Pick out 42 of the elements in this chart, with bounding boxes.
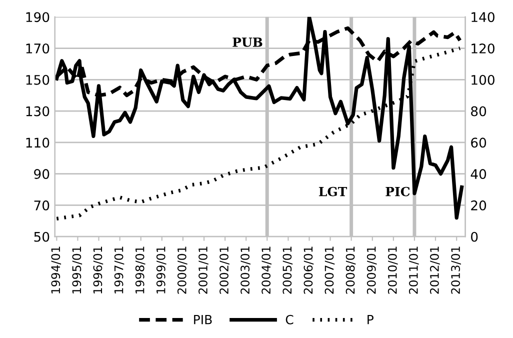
y2-tick-label: 20 (471, 200, 486, 210)
x-tick-label: 1999/01 (156, 246, 166, 294)
x-tick-label: 2003/01 (240, 246, 250, 294)
ref-line-label: PUB (232, 38, 262, 47)
x-tick-label: 2011/01 (408, 246, 419, 294)
y-tick-label: 150 (26, 74, 50, 85)
y2-tick-label: 100 (472, 74, 494, 85)
x-tick-label: 2006/01 (304, 246, 314, 294)
y2-tick-label: 60 (471, 138, 486, 148)
x-tick-label: 2009/01 (366, 246, 377, 294)
x-tick-label: 1996/01 (93, 246, 104, 294)
y-tick-label: 170 (26, 44, 50, 54)
x-tick-label: 2004/01 (262, 246, 272, 294)
y-tick-label: 130 (26, 106, 50, 116)
y2-tick-label: 120 (472, 44, 494, 54)
x-tick-label: 1997/01 (114, 246, 124, 294)
legend-label: P (368, 315, 374, 324)
y-tick-label: 190 (26, 12, 50, 22)
y-tick-label: 70 (34, 200, 50, 210)
x-tick-label: 1998/01 (135, 246, 146, 294)
x-tick-label: 2012/01 (430, 246, 440, 294)
y-tick-label: 110 (26, 138, 50, 148)
x-tick-label: 2005/01 (282, 246, 293, 294)
x-tick-label: 2000/01 (177, 246, 188, 294)
y-tick-label: 50 (34, 232, 50, 242)
legend-label: PIB (194, 315, 212, 324)
x-tick-label: 2013/01 (451, 246, 461, 294)
x-tick-label: 2008/01 (346, 246, 356, 294)
y2-tick-label: 40 (470, 169, 486, 180)
x-tick-label: 1994/01 (51, 246, 62, 294)
x-tick-label: 2010/01 (388, 246, 398, 294)
y-tick-label: 90 (34, 169, 50, 180)
y2-tick-label: 0 (471, 232, 478, 242)
ref-line-label: LGT (318, 186, 348, 196)
x-tick-label: 1995/01 (72, 246, 82, 294)
ref-line-label: PIC (386, 186, 410, 196)
x-tick-label: 2001/01 (198, 246, 208, 294)
y2-tick-label: 140 (472, 12, 494, 22)
legend-label: C (286, 314, 294, 324)
x-tick-label: 2007/01 (324, 246, 335, 294)
y2-tick-label: 80 (471, 106, 486, 116)
x-tick-label: 2002/01 (220, 246, 230, 294)
